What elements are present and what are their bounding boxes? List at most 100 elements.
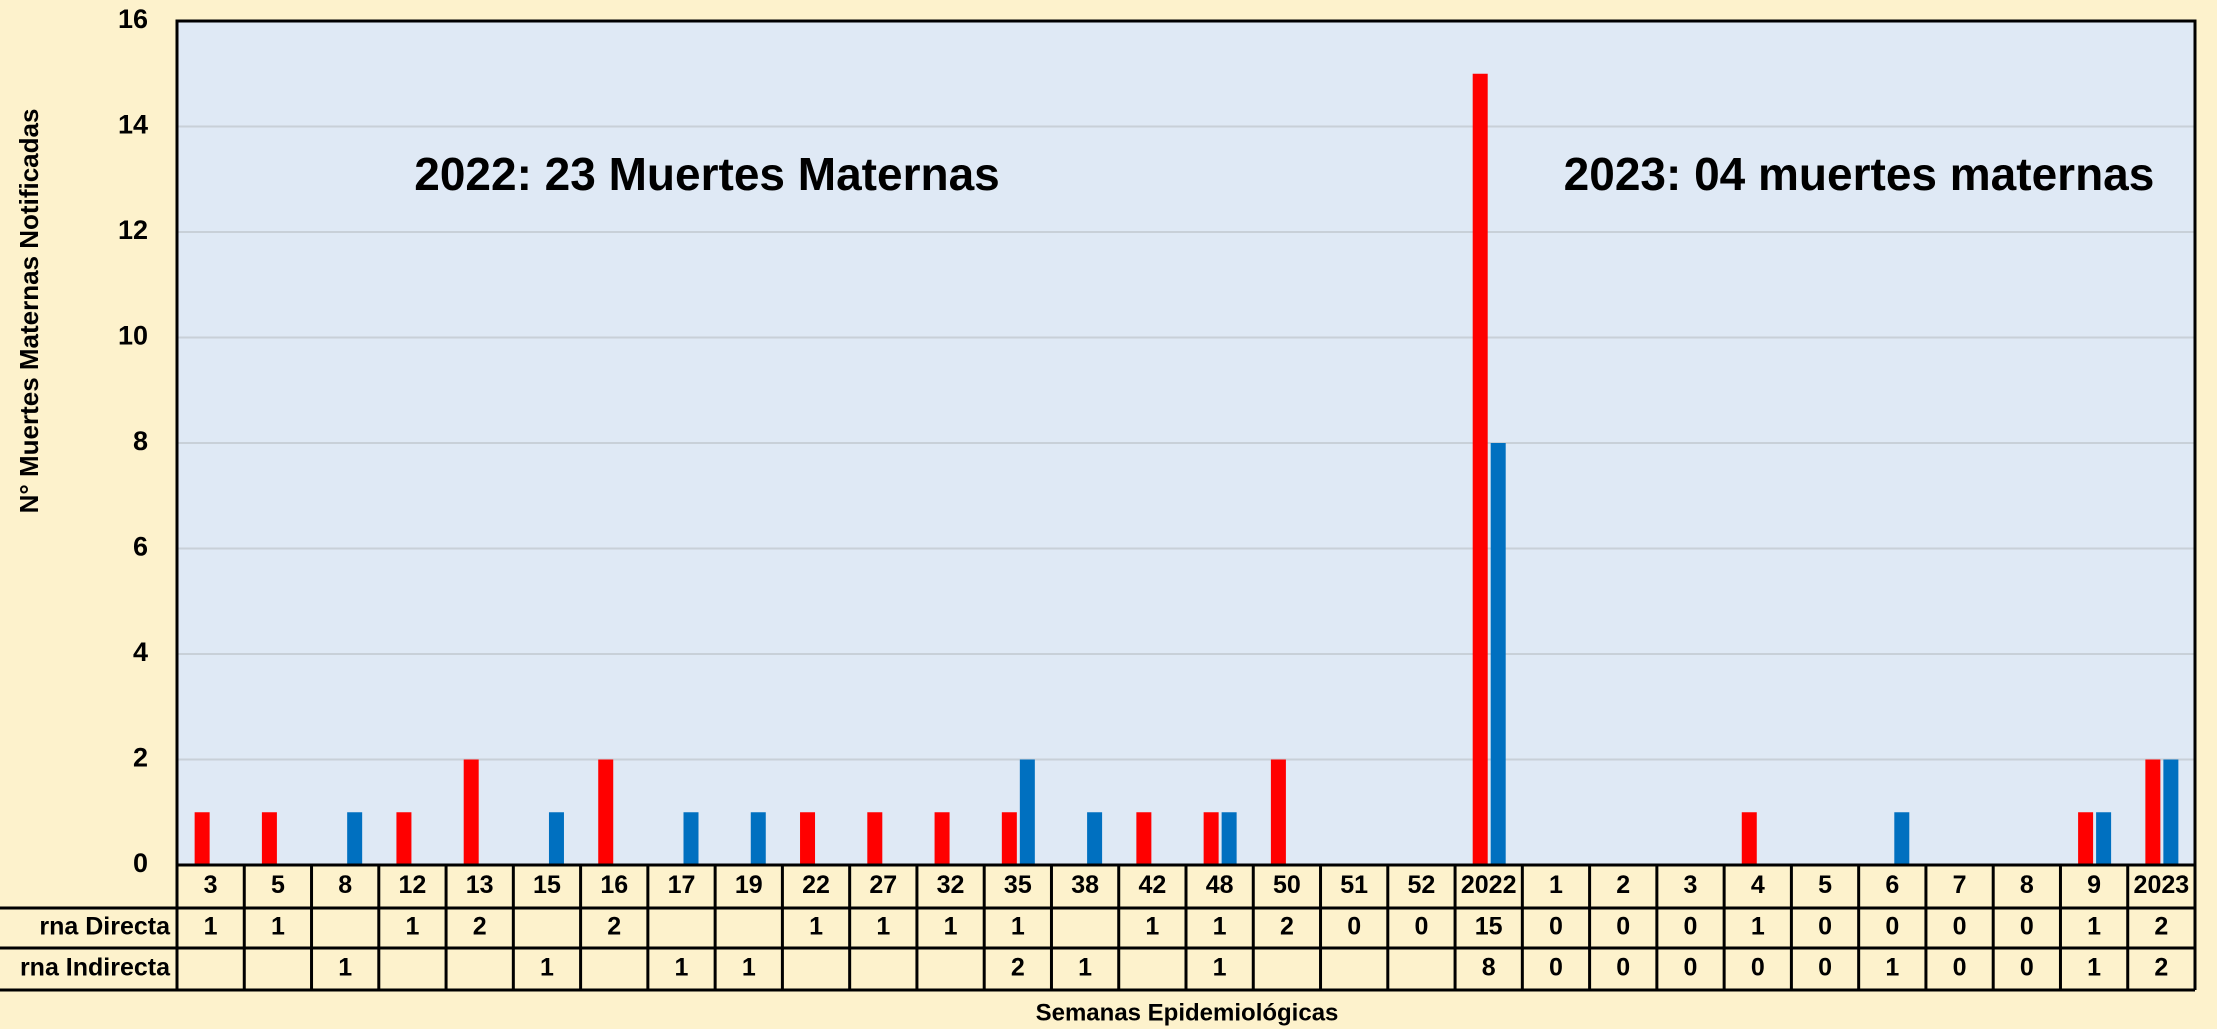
x-tick-label: 38: [1071, 871, 1099, 899]
table-value: 1: [2087, 913, 2101, 941]
bar: [463, 759, 479, 865]
x-tick-label: 16: [600, 871, 628, 899]
bar: [1087, 812, 1103, 865]
table-value: 1: [1011, 913, 1025, 941]
x-tick-label: 42: [1138, 871, 1166, 899]
table-value: 0: [1818, 954, 1832, 982]
y-tick-label: 4: [133, 637, 148, 667]
x-tick-label: 52: [1408, 871, 1436, 899]
bar: [683, 812, 699, 865]
table-value: 0: [1953, 954, 1967, 982]
y-tick-label: 6: [133, 532, 148, 562]
table-value: 0: [1885, 913, 1899, 941]
table-value: 1: [876, 913, 890, 941]
y-tick-label: 8: [133, 426, 148, 456]
y-tick-label: 10: [118, 321, 148, 351]
bar: [1741, 812, 1757, 865]
table-value: 1: [1885, 954, 1899, 982]
x-axis-title: Semanas Epidemiológicas: [1036, 999, 1339, 1026]
bar: [2163, 759, 2179, 865]
x-tick-label: 35: [1004, 871, 1032, 899]
x-tick-label: 12: [399, 871, 427, 899]
y-tick-label: 16: [118, 4, 148, 34]
x-tick-label: 1: [1549, 871, 1563, 899]
x-tick-label: 6: [1885, 871, 1899, 899]
bar: [2078, 812, 2094, 865]
table-value: 0: [1684, 913, 1698, 941]
table-value: 2: [1280, 913, 1294, 941]
x-tick-label: 8: [2020, 871, 2034, 899]
bar: [934, 812, 950, 865]
table-value: 1: [675, 954, 689, 982]
table-value: 0: [1616, 913, 1630, 941]
table-value: 1: [1145, 913, 1159, 941]
legend-label: rna Directa: [39, 913, 171, 941]
bar: [1490, 443, 1506, 865]
x-tick-label: 51: [1340, 871, 1368, 899]
legend-label: rna Indirecta: [20, 954, 171, 982]
bar: [598, 759, 614, 865]
table-value: 1: [338, 954, 352, 982]
bar: [800, 812, 816, 865]
table-value: 1: [1078, 954, 1092, 982]
bar: [2096, 812, 2112, 865]
x-tick-label: 3: [204, 871, 218, 899]
y-tick-label: 2: [133, 743, 148, 773]
annotation: 2023: 04 muertes maternas: [1564, 148, 2155, 200]
x-tick-label: 50: [1273, 871, 1301, 899]
table-value: 0: [1953, 913, 1967, 941]
bar: [1136, 812, 1152, 865]
table-value: 1: [405, 913, 419, 941]
table-value: 1: [271, 913, 285, 941]
table-value: 0: [1414, 913, 1428, 941]
x-tick-label: 15: [533, 871, 561, 899]
bar: [2145, 759, 2161, 865]
table-value: 1: [1213, 954, 1227, 982]
table-value: 0: [1549, 913, 1563, 941]
table-value: 0: [1549, 954, 1563, 982]
x-tick-label: 19: [735, 871, 763, 899]
table-value: 2: [607, 913, 621, 941]
table-value: 1: [1213, 913, 1227, 941]
y-axis-title: N° Muertes Maternas Notificadas: [14, 109, 44, 514]
table-value: 0: [2020, 954, 2034, 982]
table-value: 0: [1684, 954, 1698, 982]
x-tick-label: 2022: [1461, 871, 1517, 899]
bar: [1894, 812, 1910, 865]
x-tick-label: 32: [937, 871, 965, 899]
bar: [1472, 73, 1488, 865]
x-tick-label: 13: [466, 871, 494, 899]
bar: [1001, 812, 1017, 865]
table-value: 2: [2154, 954, 2168, 982]
table-value: 1: [742, 954, 756, 982]
table-value: 0: [1751, 954, 1765, 982]
x-tick-label: 2: [1616, 871, 1630, 899]
x-tick-label: 22: [802, 871, 830, 899]
bar: [347, 812, 363, 865]
x-tick-label: 7: [1953, 871, 1967, 899]
bar: [1221, 812, 1237, 865]
table-value: 8: [1482, 954, 1496, 982]
table-value: 0: [2020, 913, 2034, 941]
x-tick-label: 3: [1684, 871, 1698, 899]
x-tick-label: 27: [869, 871, 897, 899]
table-value: 1: [1751, 913, 1765, 941]
x-tick-label: 4: [1751, 871, 1765, 899]
table-value: 2: [2154, 913, 2168, 941]
table-value: 1: [204, 913, 218, 941]
x-tick-label: 9: [2087, 871, 2101, 899]
x-tick-label: 5: [271, 871, 285, 899]
bar: [261, 812, 277, 865]
bar: [396, 812, 412, 865]
bar: [867, 812, 883, 865]
bar: [1019, 759, 1035, 865]
annotation: 2022: 23 Muertes Maternas: [414, 148, 1000, 200]
bar: [1203, 812, 1219, 865]
y-tick-label: 0: [133, 848, 148, 878]
y-tick-label: 14: [118, 110, 148, 140]
x-tick-label: 5: [1818, 871, 1832, 899]
table-value: 0: [1347, 913, 1361, 941]
table-value: 1: [540, 954, 554, 982]
table-value: 0: [1818, 913, 1832, 941]
